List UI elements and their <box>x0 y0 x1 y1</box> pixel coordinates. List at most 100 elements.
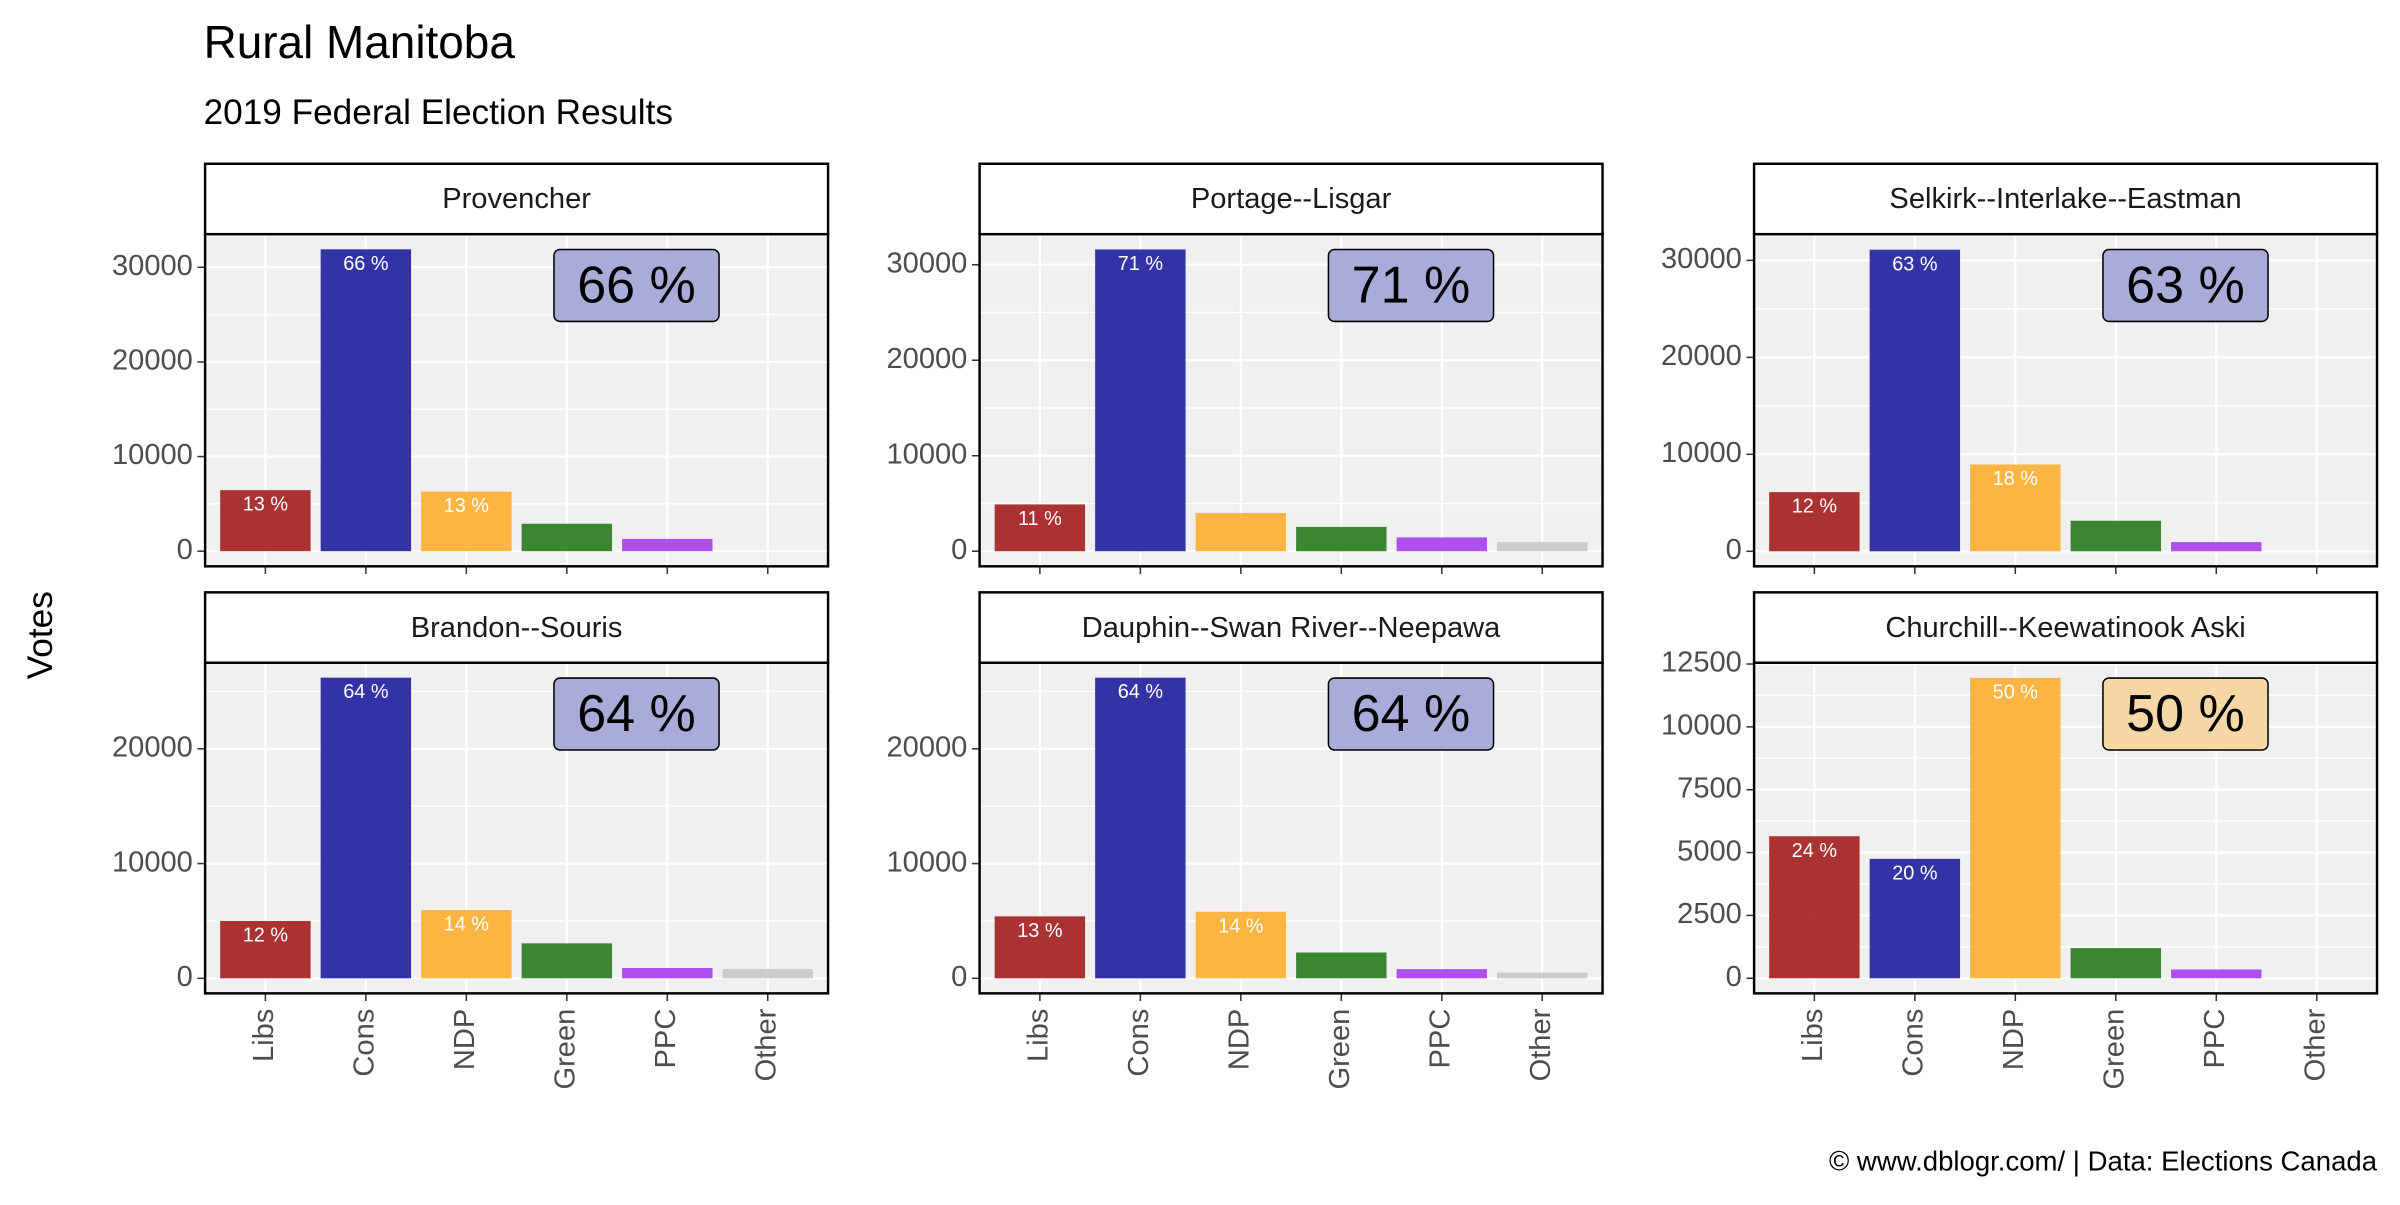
y-tick-label: 20000 <box>1661 340 1742 372</box>
y-tick-label: 10000 <box>886 438 967 470</box>
winner-label: 71 % <box>1352 256 1471 314</box>
panel-border <box>1752 661 2379 995</box>
y-tick-label: 20000 <box>112 732 193 764</box>
winner-label: 66 % <box>577 256 696 314</box>
bar <box>2171 542 2262 552</box>
x-tick-label: Other <box>2299 1008 2331 1081</box>
facet-strip <box>1752 162 2379 236</box>
bar <box>521 523 613 552</box>
y-tick-label: 0 <box>951 961 967 993</box>
bar <box>1869 858 1961 979</box>
facet-title: Selkirk--Interlake--Eastman <box>1889 183 2241 215</box>
x-tick-label: PPC <box>2199 1009 2231 1069</box>
bar-label: 13 % <box>444 495 489 517</box>
bar <box>1869 249 1961 552</box>
bar-label: 50 % <box>1993 681 2038 703</box>
bar-label: 66 % <box>343 253 388 275</box>
winner-label: 50 % <box>2126 685 2245 743</box>
facet-strip <box>1752 591 2379 664</box>
bar <box>320 249 412 552</box>
chart-subtitle: 2019 Federal Election Results <box>204 93 673 132</box>
y-tick-label: 10000 <box>112 439 193 471</box>
y-tick-label: 0 <box>1726 534 1742 566</box>
bar <box>1497 542 1588 552</box>
facet-title: Dauphin--Swan River--Neepawa <box>1082 612 1501 644</box>
y-tick-label: 20000 <box>886 343 967 375</box>
bar <box>2070 948 2162 979</box>
x-tick-label: NDP <box>1224 1009 1256 1070</box>
bar <box>1970 464 2061 552</box>
winner-box <box>553 677 720 751</box>
x-tick-label: Libs <box>1023 1009 1055 1062</box>
x-tick-label: Green <box>1324 1009 1356 1090</box>
y-tick-label: 0 <box>1726 961 1742 993</box>
y-tick-label: 0 <box>951 534 967 566</box>
bar <box>1970 677 2061 979</box>
y-tick-label: 10000 <box>1661 710 1742 742</box>
bar <box>220 920 311 979</box>
y-tick-label: 0 <box>177 961 193 993</box>
x-tick-label: Cons <box>1898 1009 1930 1077</box>
bar <box>1095 249 1186 552</box>
bar <box>421 491 512 552</box>
y-tick-label: 2500 <box>1677 898 1742 930</box>
x-tick-label: PPC <box>650 1009 682 1069</box>
winner-label: 64 % <box>1352 685 1471 743</box>
bar-label: 14 % <box>1218 915 1263 937</box>
y-axis-label: Votes <box>21 591 60 679</box>
bar <box>1769 836 1860 979</box>
caption: © www.dblogr.com/ | Data: Elections Cana… <box>1829 1146 2378 1177</box>
bar-label: 20 % <box>1892 862 1937 884</box>
bar <box>994 504 1086 552</box>
winner-box <box>1327 248 1495 323</box>
x-tick-label: Cons <box>1123 1009 1155 1077</box>
bar <box>1296 952 1387 979</box>
panel-border <box>203 232 830 568</box>
winner-label: 64 % <box>577 685 696 743</box>
panel-border <box>978 661 1604 995</box>
y-tick-label: 0 <box>177 534 193 566</box>
bar <box>421 910 512 979</box>
x-tick-label: Green <box>2098 1009 2130 1090</box>
bar <box>1195 911 1287 979</box>
bar <box>1095 677 1186 979</box>
y-tick-label: 10000 <box>112 846 193 878</box>
facet-title: Provencher <box>442 183 591 215</box>
y-tick-label: 7500 <box>1677 772 1742 804</box>
bar-label: 13 % <box>243 494 288 516</box>
bar-label: 18 % <box>1993 468 2038 490</box>
winner-box <box>1327 677 1495 751</box>
facet-title: Portage--Lisgar <box>1191 183 1392 215</box>
bar <box>1296 526 1387 552</box>
bar <box>622 538 713 552</box>
winner-label: 63 % <box>2126 256 2245 314</box>
chart-title: Rural Manitoba <box>204 16 516 68</box>
x-tick-label: Libs <box>1797 1009 1829 1062</box>
y-tick-label: 5000 <box>1677 835 1742 867</box>
panel-border <box>1752 232 2379 568</box>
x-tick-label: Other <box>750 1008 782 1081</box>
bar-label: 71 % <box>1118 253 1163 275</box>
bar <box>1396 969 1488 979</box>
panel-border <box>978 232 1604 568</box>
x-tick-label: Libs <box>248 1009 280 1062</box>
bar <box>2070 520 2162 552</box>
bar-label: 12 % <box>1792 496 1837 518</box>
winner-box <box>2102 677 2269 751</box>
bar <box>320 677 412 979</box>
bar <box>1195 513 1287 552</box>
bar <box>1396 537 1488 552</box>
y-tick-label: 30000 <box>112 250 193 282</box>
bar <box>722 969 813 979</box>
x-tick-label: Cons <box>349 1009 381 1077</box>
bar <box>622 968 713 979</box>
y-tick-label: 20000 <box>112 345 193 377</box>
x-tick-label: NDP <box>1998 1009 2030 1070</box>
winner-box <box>2102 248 2269 323</box>
y-tick-label: 10000 <box>1661 437 1742 469</box>
bar <box>521 943 613 979</box>
bar-label: 64 % <box>1118 681 1163 703</box>
bar-label: 13 % <box>1017 920 1062 942</box>
